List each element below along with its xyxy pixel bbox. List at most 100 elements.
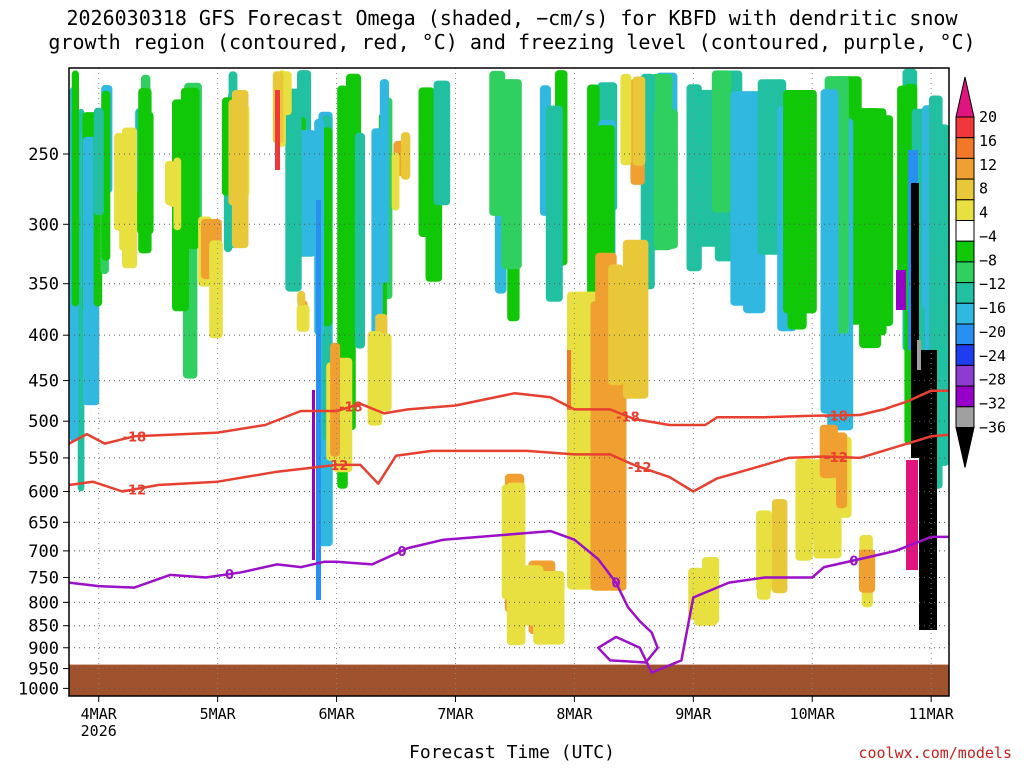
colorbar-label: −16 [979,299,1006,317]
colorbar-label: 12 [979,156,997,174]
omega-cell [622,239,649,399]
omega-cell [620,73,632,166]
colorbar: 20 16 12 8 4 −4 −8 −12 −16 −20 −24 −28 −32 −36 [955,76,1006,468]
omega-cell [367,331,383,426]
omega-cell [316,200,321,600]
omega-cell [911,183,919,458]
contour-label: -12 [123,483,147,498]
x-axis-label: Forecast Time (UTC) [409,742,615,763]
colorbar-swatch [955,385,975,408]
omega-cell [653,109,678,249]
contour-0 [68,529,949,674]
omega-cell [771,499,788,594]
y-tick-label: 650 [28,513,59,533]
x-tick-label: 5MAR [200,705,237,723]
y-tick-label: 800 [28,593,59,613]
omega-cell [917,340,921,370]
contour-lines: -18 -18 -18 -18 -12 -12 -12 -12 0 0 0 0 [68,389,950,674]
omega-cell [711,70,732,213]
x-axis: 4MAR 5MAR 6MAR 7MAR 8MAR 9MAR 10MAR 11MAR 2026 [81,696,955,740]
omega-cell [785,97,813,283]
omega-cell [275,90,280,170]
omega-cell [122,127,138,269]
omega-cell [93,107,104,216]
omega-field [69,68,950,696]
colorbar-swatch [955,261,975,284]
omega-cell [896,270,906,310]
omega-cell [567,291,598,590]
y-tick-label: 450 [28,372,59,392]
omega-cell [330,342,341,457]
omega-cell [391,152,400,211]
omega-cell [858,549,876,593]
omega-cell [400,132,411,180]
x-tick-label: 9MAR [675,705,712,723]
contour-label: -18 [824,409,848,424]
colorbar-label: −24 [979,347,1006,365]
omega-cell [285,88,302,292]
grid-lines [69,68,949,696]
omega-cell [567,350,571,410]
colorbar-swatch [955,282,975,304]
x-tick-label: 10MAR [790,705,836,723]
omega-cell [836,432,848,509]
y-tick-label: 850 [28,617,59,637]
plot-frame [68,67,950,697]
contour--18 [68,389,949,445]
contour-label: -18 [123,430,147,445]
below-ground [69,664,949,696]
omega-cell [489,70,506,216]
y-tick-label: 700 [28,542,59,562]
contour-label: 0 [849,554,858,569]
contour--12 [68,433,950,493]
colorbar-label: −20 [979,323,1006,341]
y-tick-label: 300 [28,215,59,235]
y-tick-label: 600 [28,482,59,502]
contour-label: -18 [616,411,640,426]
colorbar-swatch [955,364,975,387]
y-tick-label: 950 [28,660,59,680]
colorbar-swatch [955,178,975,201]
omega-cell [312,390,315,560]
colorbar-swatch [955,406,975,428]
colorbar-label: −32 [979,395,1006,413]
colorbar-swatch [955,199,975,222]
omega-cell [297,290,306,306]
y-tick-label: 550 [28,449,59,469]
x-tick-label: 4MAR [81,705,118,723]
omega-cell [545,105,563,302]
omega-cell [820,89,839,414]
omega-cell [341,129,356,431]
omega-cell [138,88,152,254]
colorbar-swatch [955,240,975,263]
credit-link[interactable]: coolwx.com/models [858,744,1012,762]
omega-cell [281,71,292,116]
y-tick-label: 750 [28,568,59,588]
colorbar-swatch [955,344,975,366]
y-axis: 2503003504004505005506006507007508008509… [18,145,69,699]
omega-cell [418,87,435,238]
contour-label: -12 [325,459,349,474]
colorbar-label: 20 [979,108,997,126]
colorbar-label: 8 [979,180,988,198]
omega-cell [597,125,615,288]
y-tick-label: 1000 [18,679,59,699]
contour-label: 0 [612,577,621,592]
omega-cell [228,99,248,206]
omega-cell [209,240,223,339]
colorbar-label: −4 [979,227,997,245]
omega-cell [296,304,310,332]
colorbar-label: −8 [979,251,997,269]
x-tick-label: 6MAR [319,705,356,723]
plot-border [68,67,950,697]
contour-label: -18 [339,401,363,416]
x-tick-label: 11MAR [909,705,955,723]
omega-cell [379,79,389,283]
contour-label: 0 [225,568,234,583]
omega-cell [71,70,79,307]
omega-cell [862,135,887,336]
omega-cell [806,459,823,541]
colorbar-swatch [955,116,975,139]
colorbar-swatch [955,323,975,346]
